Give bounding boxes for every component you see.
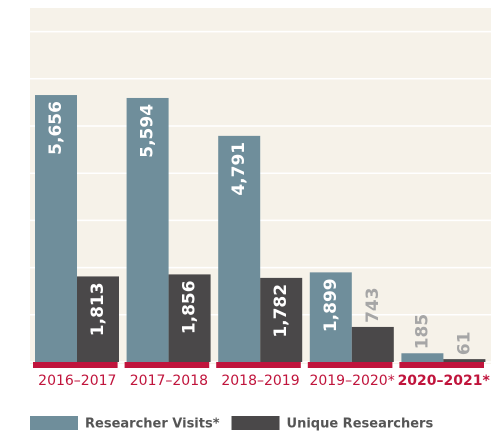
bar: [309, 272, 352, 362]
x-tick-label: 2019–2020*: [309, 373, 394, 389]
value-label: 1,899: [321, 278, 341, 332]
x-tick-label: 2016–2017: [38, 373, 116, 389]
bar: [168, 274, 211, 362]
value-label: 5,594: [138, 104, 158, 158]
legend-swatch: [231, 416, 280, 430]
category-underline: [33, 362, 118, 368]
category-underline: [216, 362, 301, 368]
x-tick-label: 2018–2019: [221, 373, 299, 389]
x-tick-label: 2017–2018: [130, 373, 208, 389]
value-label: 5,656: [46, 101, 66, 155]
bar: [443, 359, 486, 362]
value-label: 1,782: [271, 284, 291, 338]
category-underline: [399, 362, 484, 368]
legend-label: Unique Researchers: [287, 417, 434, 432]
value-label: 4,791: [229, 142, 249, 196]
bar: [401, 353, 444, 362]
value-label: 1,813: [88, 282, 108, 336]
bar: [35, 95, 77, 362]
category-underline: [307, 362, 393, 368]
legend-swatch: [30, 416, 78, 430]
value-label: 61: [454, 331, 474, 355]
x-tick-label: 2020–2021*: [398, 373, 491, 389]
bar: [351, 326, 394, 362]
bar: [77, 276, 119, 362]
value-label: 185: [412, 314, 432, 350]
category-underline: [124, 362, 210, 368]
bar: [260, 277, 303, 362]
value-label: 743: [363, 287, 383, 323]
value-label: 1,856: [180, 280, 200, 334]
bar: [218, 135, 261, 362]
bar: [126, 97, 169, 363]
legend-label: Researcher Visits*: [85, 417, 220, 432]
